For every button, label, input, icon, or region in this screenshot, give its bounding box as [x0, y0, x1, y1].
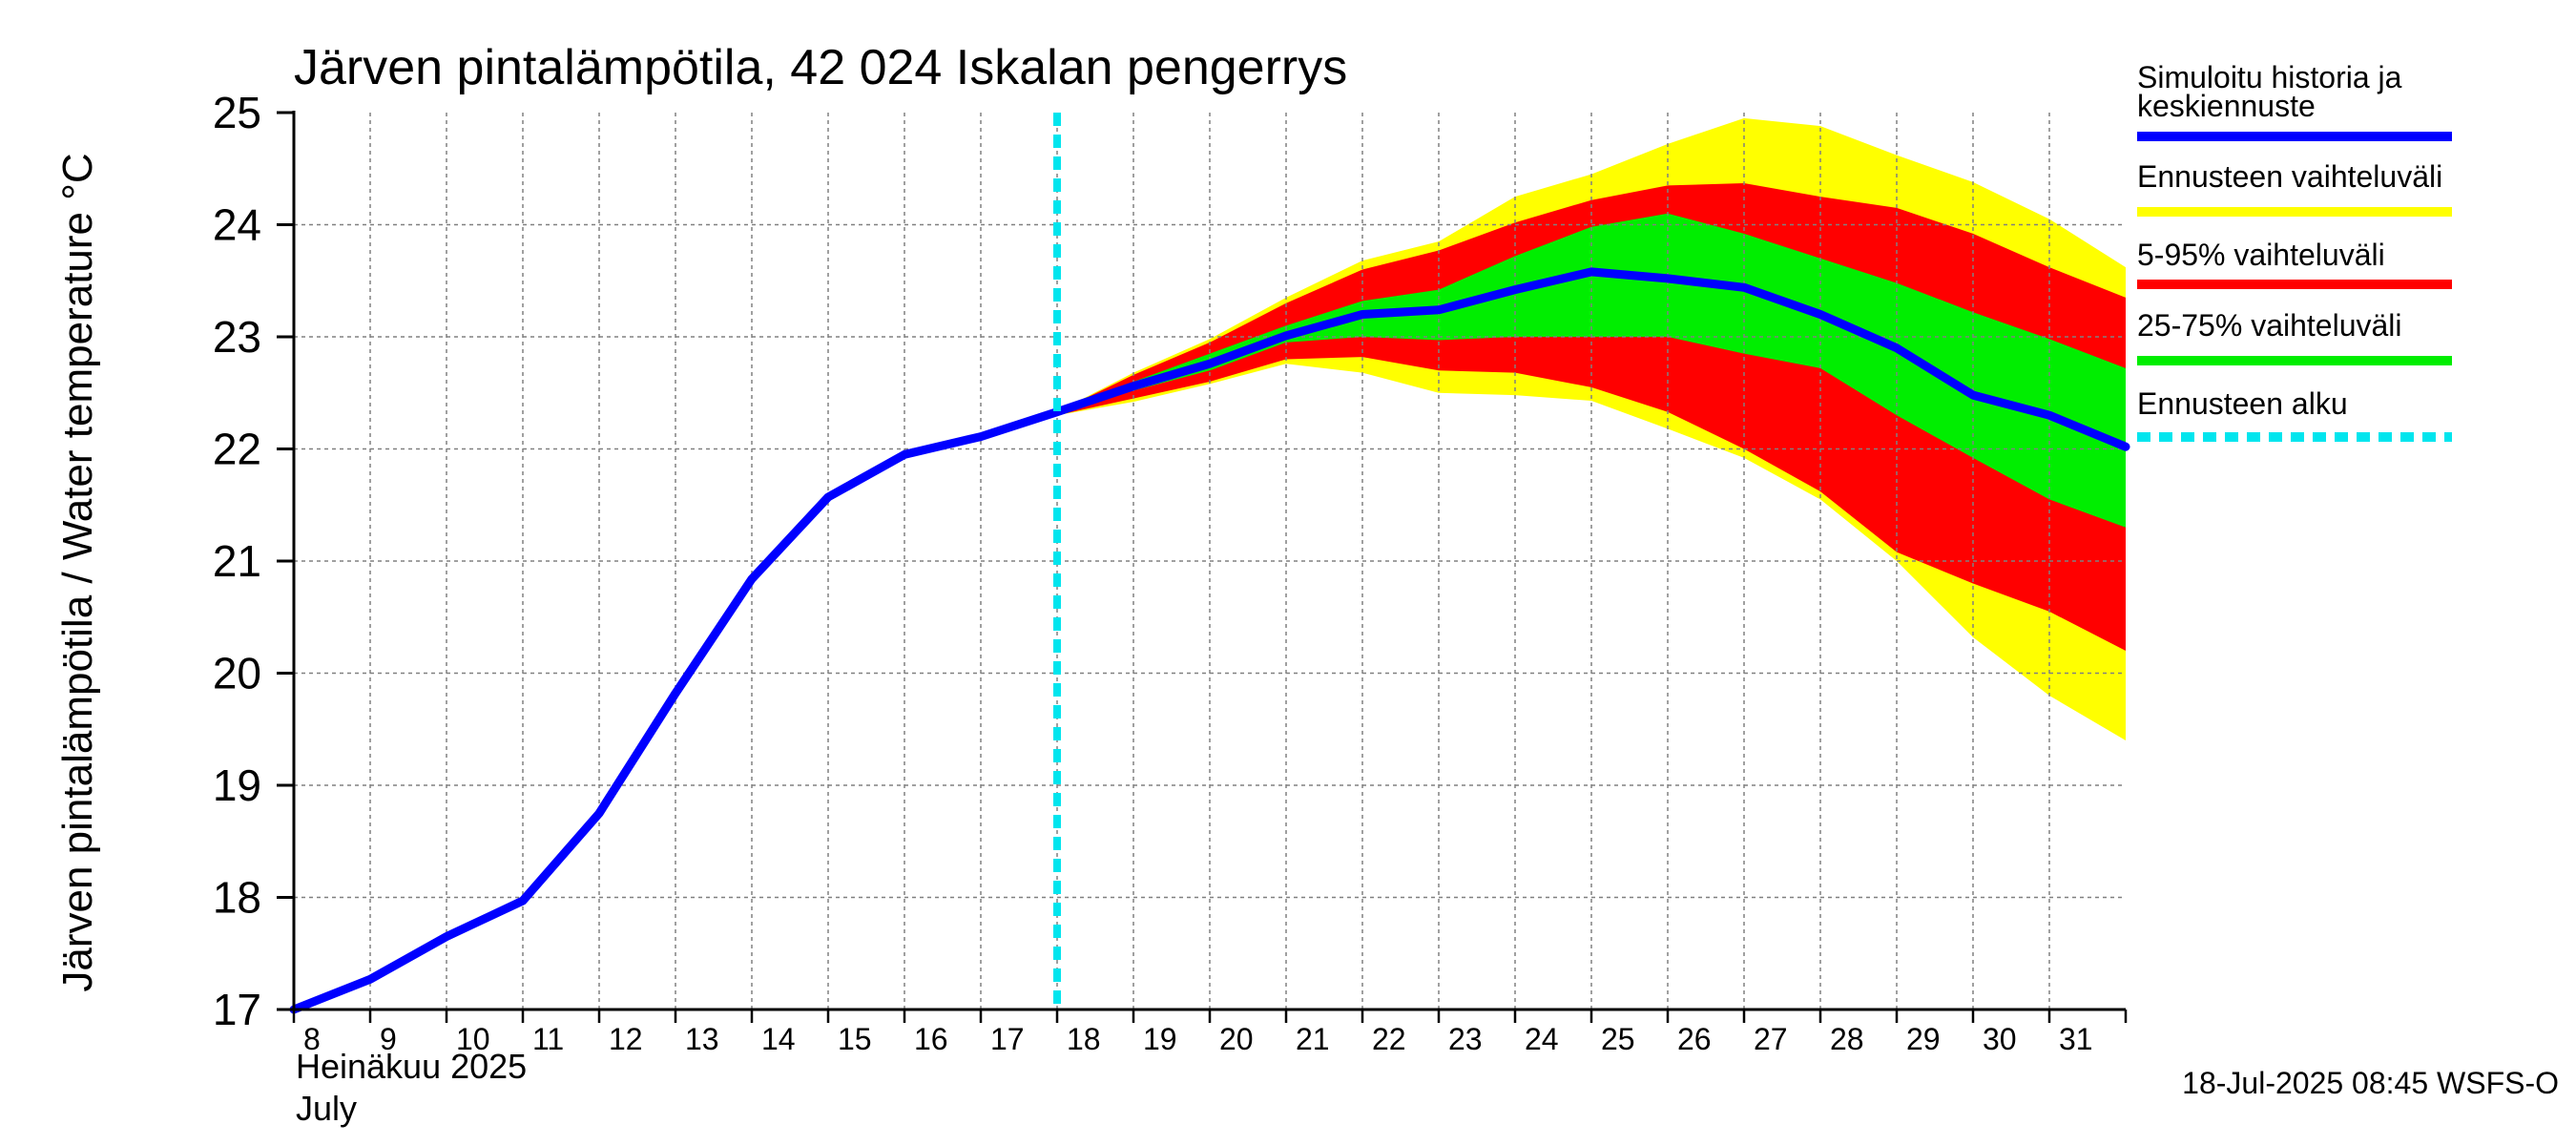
x-tick-label: 28: [1830, 1022, 1864, 1056]
x-axis-month-fi: Heinäkuu 2025: [296, 1047, 527, 1086]
y-tick-label: 20: [213, 649, 261, 698]
legend-item: 5-95% vaihteluväli: [2137, 238, 2452, 289]
x-tick-label: 27: [1754, 1022, 1788, 1056]
footer-timestamp: 18-Jul-2025 08:45 WSFS-O: [2182, 1066, 2559, 1100]
y-tick-label: 18: [213, 873, 261, 923]
legend-item: 25-75% vaihteluväli: [2137, 308, 2452, 365]
x-tick-label: 24: [1525, 1022, 1559, 1056]
x-axis-month-en: July: [296, 1089, 357, 1128]
x-tick-label: 20: [1219, 1022, 1254, 1056]
legend-label: Simuloitu historia ja: [2137, 60, 2402, 94]
y-tick-label: 24: [213, 200, 261, 250]
x-tick-label: 29: [1906, 1022, 1941, 1056]
y-axis-ticks: 17 18 19 20 21 22 23 24 25: [213, 88, 294, 1034]
y-tick-label: 17: [213, 985, 261, 1034]
x-tick-label: 8: [303, 1022, 321, 1056]
y-tick-label: 23: [213, 312, 261, 362]
history-median-line: [289, 267, 2130, 1014]
x-tick-label: 17: [990, 1022, 1025, 1056]
legend-label: 5-95% vaihteluväli: [2137, 238, 2385, 272]
forecast-bands: [1057, 117, 2126, 740]
x-tick-label: 30: [1983, 1022, 2017, 1056]
x-tick-label: 13: [685, 1022, 719, 1056]
grid-lines: [294, 113, 2126, 1010]
y-tick-label: 21: [213, 536, 261, 586]
x-tick-label: 31: [2059, 1022, 2093, 1056]
x-tick-label: 9: [380, 1022, 397, 1056]
x-tick-label: 18: [1067, 1022, 1101, 1056]
x-tick-label: 10: [456, 1022, 490, 1056]
x-axis-ticks: 8 9 10 11 12 13 14 15 16 17 18 19 20 21 22 23 24 25 26 27 28…: [292, 1010, 2128, 1056]
history-series: [289, 267, 2130, 1014]
x-tick-label: 11: [532, 1022, 564, 1056]
x-tick-label: 12: [609, 1022, 643, 1056]
y-tick-label: 25: [213, 88, 261, 137]
legend-item: Ennusteen alku: [2137, 386, 2452, 442]
y-tick-label: 19: [213, 760, 261, 810]
y-tick-label: 22: [213, 425, 261, 474]
x-tick-label: 22: [1372, 1022, 1406, 1056]
x-tick-label: 14: [761, 1022, 796, 1056]
x-tick-label: 23: [1448, 1022, 1483, 1056]
legend-label: Ennusteen vaihteluväli: [2137, 159, 2442, 194]
chart-title: Järven pintalämpötila, 42 024 Iskalan pe…: [294, 40, 1347, 95]
x-tick-label: 15: [838, 1022, 872, 1056]
y-axis-title: Järven pintalämpötila / Water temperatur…: [54, 153, 101, 991]
legend-label: keskiennuste: [2137, 89, 2316, 123]
x-tick-label: 26: [1677, 1022, 1712, 1056]
legend-label: 25-75% vaihteluväli: [2137, 308, 2402, 343]
x-tick-label: 16: [914, 1022, 948, 1056]
legend-label: Ennusteen alku: [2137, 386, 2348, 421]
band-25-75: [1057, 213, 2126, 528]
x-tick-label: 25: [1601, 1022, 1635, 1056]
x-tick-label: 19: [1143, 1022, 1177, 1056]
legend-item: Ennusteen vaihteluväli: [2137, 159, 2452, 217]
x-tick-label: 21: [1296, 1022, 1330, 1056]
